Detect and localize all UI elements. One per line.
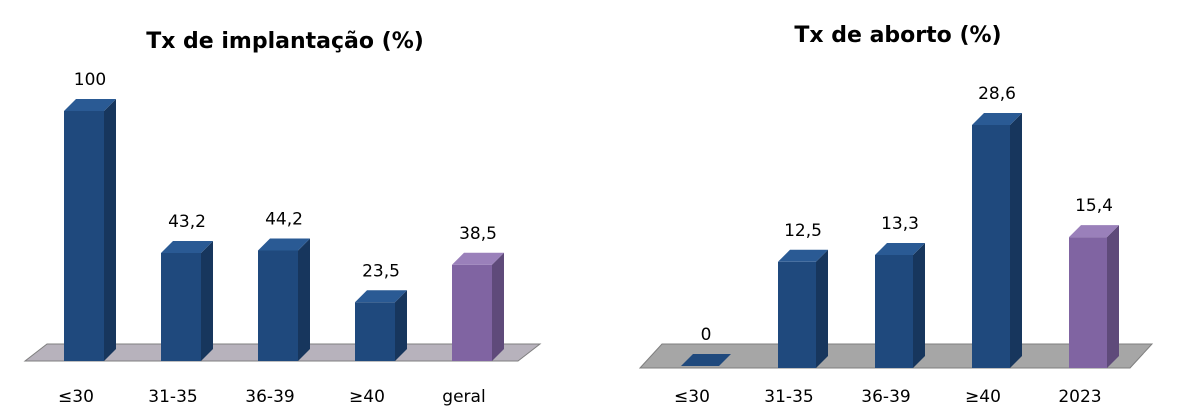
implantation-bar-1-front	[64, 111, 104, 361]
implantation-value-label-4: 23,5	[362, 261, 400, 281]
implantation-category-label-5: geral	[442, 387, 485, 407]
abortion-bar-3-side	[913, 242, 925, 368]
implantation-bar-1	[64, 99, 116, 361]
abortion-value-label-2: 12,5	[784, 221, 822, 241]
abortion-bar-3-front	[875, 254, 913, 368]
abortion-bar-4-top	[972, 113, 1022, 125]
implantation-bar-4-front	[355, 302, 395, 361]
abortion-bar-2-top	[778, 249, 828, 262]
abortion-bar-2-front	[778, 261, 816, 368]
abortion-bar-5-front	[1069, 237, 1107, 368]
abortion-rate-chart: Tx de aborto (%) 0 ≤30 12,5 31-35 13,3 36-39 2…	[638, 23, 1154, 407]
implantation-bar-5-top	[452, 252, 504, 265]
abortion-bar-1-slab	[681, 354, 731, 366]
implantation-bar-2	[161, 241, 213, 361]
abortion-bar-3	[875, 242, 925, 368]
abortion-category-label-2: 31-35	[764, 387, 813, 407]
implantation-value-label-3: 44,2	[265, 210, 303, 230]
abortion-bar-4-side	[1010, 113, 1022, 368]
implantation-bar-3-front	[258, 250, 298, 361]
implantation-category-label-1: ≤30	[58, 387, 94, 407]
implantation-bar-3-side	[298, 238, 310, 361]
abortion-value-label-5: 15,4	[1075, 196, 1113, 216]
abortion-chart-title: Tx de aborto (%)	[794, 23, 1001, 48]
abortion-bar-1	[681, 354, 731, 366]
abortion-value-label-1: 0	[701, 325, 712, 345]
implantation-bar-5-front	[452, 264, 492, 361]
abortion-bar-4-front	[972, 125, 1010, 368]
implantation-value-label-2: 43,2	[168, 212, 206, 232]
implantation-bar-4	[355, 290, 407, 361]
abortion-bar-5-top	[1069, 225, 1119, 238]
abortion-bar-4	[972, 113, 1022, 368]
abortion-bar-5-side	[1107, 225, 1119, 368]
implantation-bar-2-front	[161, 253, 201, 361]
implantation-bar-1-side	[104, 99, 116, 361]
implantation-rate-chart: Tx de implantação (%) 100 ≤30 43,2 31-35 44,…	[23, 29, 542, 407]
abortion-category-label-4: ≥40	[965, 387, 1001, 407]
implantation-bar-4-top	[355, 290, 407, 303]
implantation-category-label-4: ≥40	[349, 387, 385, 407]
abortion-value-label-4: 28,6	[978, 84, 1016, 104]
implantation-bar-1-top	[64, 99, 116, 111]
implantation-value-label-5: 38,5	[459, 224, 497, 244]
implantation-bar-2-top	[161, 241, 213, 253]
implantation-bar-3-top	[258, 238, 310, 251]
abortion-value-label-3: 13,3	[881, 214, 919, 234]
implantation-category-label-3: 36-39	[245, 387, 294, 407]
abortion-category-label-5: 2023	[1058, 387, 1101, 407]
abortion-bar-5	[1069, 225, 1119, 368]
implantation-bar-2-side	[201, 241, 213, 361]
implantation-category-label-2: 31-35	[148, 387, 197, 407]
abortion-category-label-3: 36-39	[861, 387, 910, 407]
abortion-bar-2	[778, 249, 828, 368]
abortion-bar-2-side	[816, 249, 828, 368]
implantation-bar-4-side	[395, 290, 407, 361]
implantation-bar-5-side	[492, 252, 504, 361]
implantation-bar-5	[452, 252, 504, 361]
implantation-bar-3	[258, 238, 310, 361]
abortion-bar-3-top	[875, 242, 925, 255]
abortion-category-label-1: ≤30	[674, 387, 710, 407]
implantation-chart-title: Tx de implantação (%)	[146, 29, 424, 54]
implantation-value-label-1: 100	[74, 70, 106, 90]
